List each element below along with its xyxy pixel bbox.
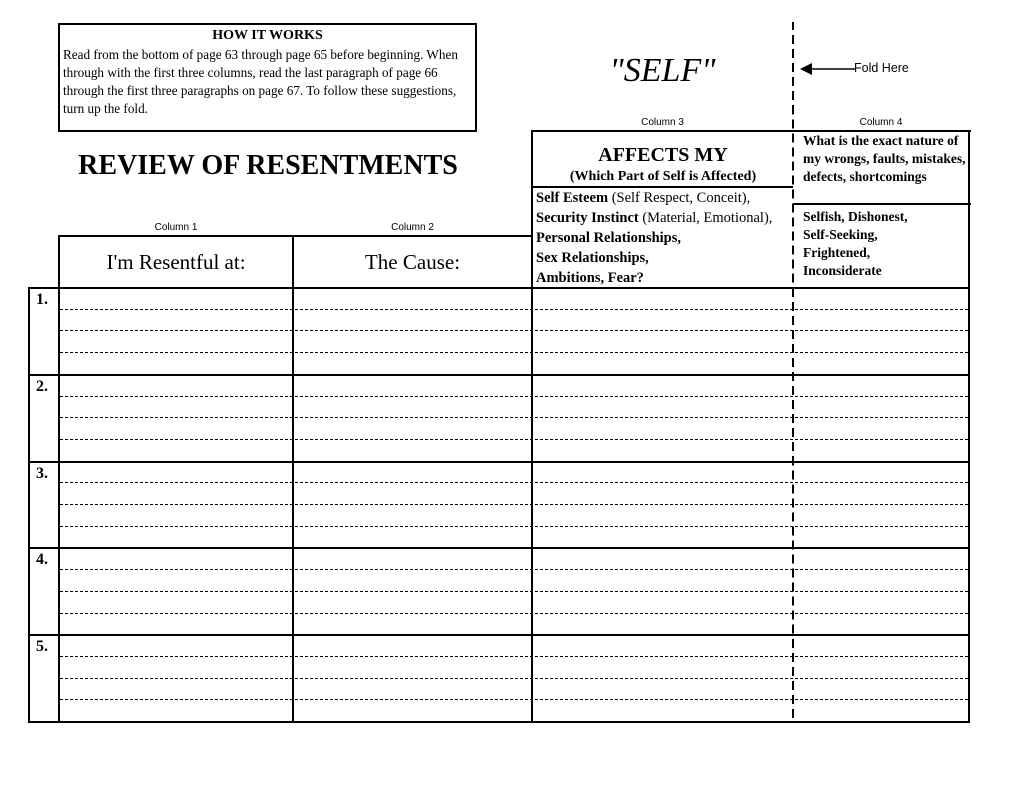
column-1-edge	[58, 287, 60, 723]
column-3-label: Column 3	[641, 117, 684, 128]
column-4-examples: Selfish, Dishonest, Self-Seeking, Frighten…	[803, 208, 968, 280]
example-item: Frightened,	[803, 245, 871, 260]
writing-line[interactable]	[60, 482, 968, 484]
column-4-edge	[968, 287, 970, 723]
column-1-header: I'm Resentful at:	[106, 250, 246, 274]
category-item: Self Esteem (Self Respect, Conceit),	[536, 188, 796, 208]
row-number: 4.	[36, 551, 48, 569]
category-detail: (Material, Emotional),	[638, 210, 773, 226]
writing-line[interactable]	[60, 330, 968, 332]
writing-line[interactable]	[60, 612, 968, 614]
column-2-label: Column 2	[391, 222, 434, 233]
writing-line[interactable]	[60, 417, 968, 419]
row-divider	[28, 634, 970, 637]
writing-line[interactable]	[60, 395, 968, 397]
category-item: Ambitions, Fear?	[536, 268, 796, 288]
writing-line[interactable]	[60, 699, 968, 701]
category-bold: Self Esteem	[536, 190, 609, 206]
category-bold: Personal Relationships,	[536, 230, 682, 246]
category-bold: Security Instinct	[536, 210, 639, 226]
self-heading: "SELF"	[609, 52, 716, 89]
row-divider	[28, 373, 970, 376]
page-title: REVIEW OF RESENTMENTS	[78, 150, 458, 181]
row-number-column-edge	[28, 287, 30, 723]
column-3-subheader: (Which Part of Self is Affected)	[569, 169, 757, 184]
writing-line[interactable]	[60, 590, 968, 592]
example-item: Selfish, Dishonest,	[803, 209, 908, 224]
column-2-header: The Cause:	[364, 250, 461, 274]
writing-line[interactable]	[60, 525, 968, 527]
writing-line[interactable]	[60, 308, 968, 310]
table-bottom	[28, 721, 970, 723]
row-number: 5.	[36, 638, 48, 656]
row-number: 1.	[36, 291, 48, 308]
how-it-works-text: Read from the bottom of page 63 through …	[63, 47, 458, 116]
fold-label: Fold Here	[854, 61, 909, 75]
row-divider	[28, 287, 970, 289]
writing-line[interactable]	[60, 438, 968, 440]
column-3-header: AFFECTS MY	[598, 144, 728, 166]
fold-arrow-icon	[800, 62, 856, 81]
writing-line[interactable]	[60, 504, 968, 505]
category-bold: Ambitions, Fear?	[536, 270, 644, 286]
writing-line[interactable]	[60, 655, 968, 657]
category-item: Personal Relationships,	[536, 228, 796, 248]
category-bold: Sex Relationships,	[536, 250, 649, 266]
fold-line	[792, 22, 794, 722]
example-item: Self-Seeking,	[803, 227, 878, 242]
column-2-edge	[292, 287, 294, 723]
column-1-label: Column 1	[154, 222, 198, 233]
example-item: Inconsiderate	[803, 263, 882, 278]
column-4-question: What is the exact nature of my wrongs, f…	[803, 133, 966, 184]
writing-line[interactable]	[60, 352, 968, 354]
row-divider	[28, 460, 970, 463]
row-number: 3.	[36, 464, 48, 482]
column-3-edge	[531, 287, 533, 723]
category-detail: (Self Respect, Conceit),	[608, 190, 751, 206]
row-divider	[28, 547, 970, 550]
column-3-categories: Self Esteem (Self Respect, Conceit), Secu…	[536, 188, 796, 288]
writing-line[interactable]	[60, 677, 968, 679]
row-number: 2.	[36, 377, 48, 395]
column-4-label: Column 4	[859, 117, 903, 128]
category-item: Security Instinct (Material, Emotional),	[536, 208, 796, 228]
category-item: Sex Relationships,	[536, 248, 796, 268]
writing-line[interactable]	[60, 569, 968, 571]
how-it-works-box: HOW IT WORKS Read from the bottom of pag…	[58, 23, 477, 132]
how-it-works-title: HOW IT WORKS	[212, 28, 323, 43]
